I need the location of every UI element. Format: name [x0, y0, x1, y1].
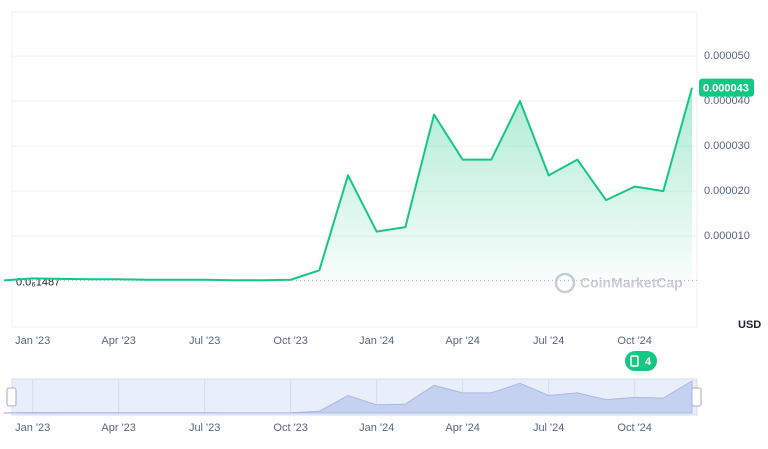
price-area [4, 87, 692, 281]
x-tick-label: Oct '23 [273, 335, 308, 347]
news-badge[interactable]: 4 [625, 351, 657, 371]
navigator-tick-label: Apr '23 [101, 422, 136, 434]
y-tick-label: 0.000030 [704, 140, 750, 152]
x-tick-label: Apr '24 [445, 335, 480, 347]
navigator-handle[interactable] [691, 387, 702, 407]
x-tick-label: Jul '23 [189, 335, 220, 347]
price-line [3, 87, 693, 282]
x-tick-label: Jul '24 [533, 335, 564, 347]
navigator-area [3, 380, 693, 414]
navigator-tick-label: Jul '24 [533, 422, 564, 434]
y-tick-label: 0.000020 [704, 185, 750, 197]
x-tick-label: Oct '24 [617, 335, 652, 347]
x-tick-label: Apr '23 [101, 335, 136, 347]
navigator-tick-label: Jul '23 [189, 422, 220, 434]
x-tick-label: Jan '24 [359, 335, 394, 347]
navigator-tick-label: Jan '24 [359, 422, 394, 434]
navigator-tick-label: Oct '24 [617, 422, 652, 434]
y-tick-label: 0.000010 [704, 230, 750, 242]
navigator-tick-label: Apr '24 [445, 422, 480, 434]
y-tick-label: 0.000040 [704, 95, 750, 107]
current-price-badge [699, 78, 754, 97]
plot-frame [11, 11, 698, 328]
x-tick-label: Jan '23 [15, 335, 50, 347]
navigator-tick-label: Jan '23 [15, 422, 50, 434]
current-price-label: 0.000043 [703, 83, 749, 95]
news-count[interactable]: 4 [645, 356, 652, 368]
navigator-tick-label: Oct '23 [273, 422, 308, 434]
navigator-handle[interactable] [6, 387, 17, 407]
y-tick-label: 0.000050 [704, 50, 750, 62]
currency-label: USD [738, 319, 761, 331]
